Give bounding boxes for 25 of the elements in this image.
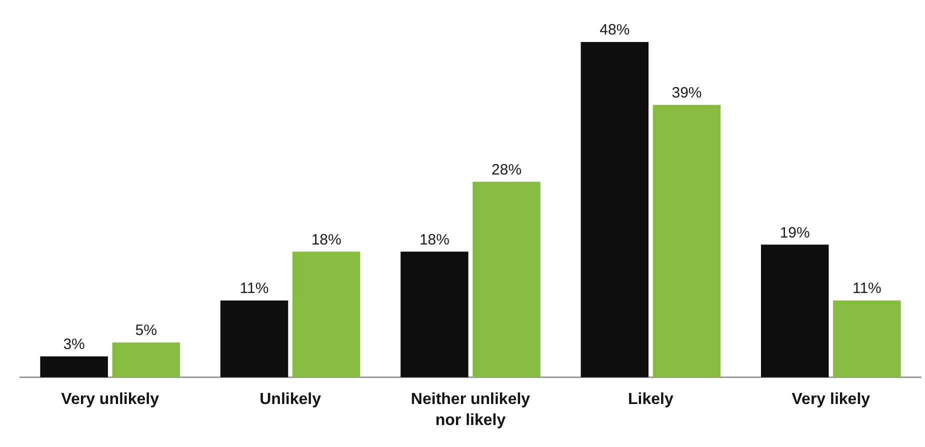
x-tick-label: Neither unlikely nor likely [410,391,530,430]
data-label: 48% [600,22,630,39]
bar [760,244,829,378]
x-tick-label: Very unlikely [61,391,160,408]
data-label: 28% [492,161,522,178]
bar [472,182,540,378]
bar [652,104,721,378]
bar [220,300,288,378]
bar [400,252,468,378]
data-label: 11% [852,280,882,298]
bar [833,300,901,378]
x-tick-label: Unlikely [260,391,322,408]
data-label: 3% [63,336,85,354]
data-label: 18% [419,231,450,248]
bar [112,342,180,378]
x-tick-label: Very likely [792,391,870,408]
data-label: 19% [780,224,810,242]
bar [292,252,360,378]
data-label: 5% [135,322,157,340]
x-tick-label: Likely [628,391,674,408]
data-label: 39% [672,84,702,102]
data-label: 18% [311,231,342,248]
bar [580,42,649,378]
data-label: 11% [240,280,269,298]
bar [40,356,108,378]
